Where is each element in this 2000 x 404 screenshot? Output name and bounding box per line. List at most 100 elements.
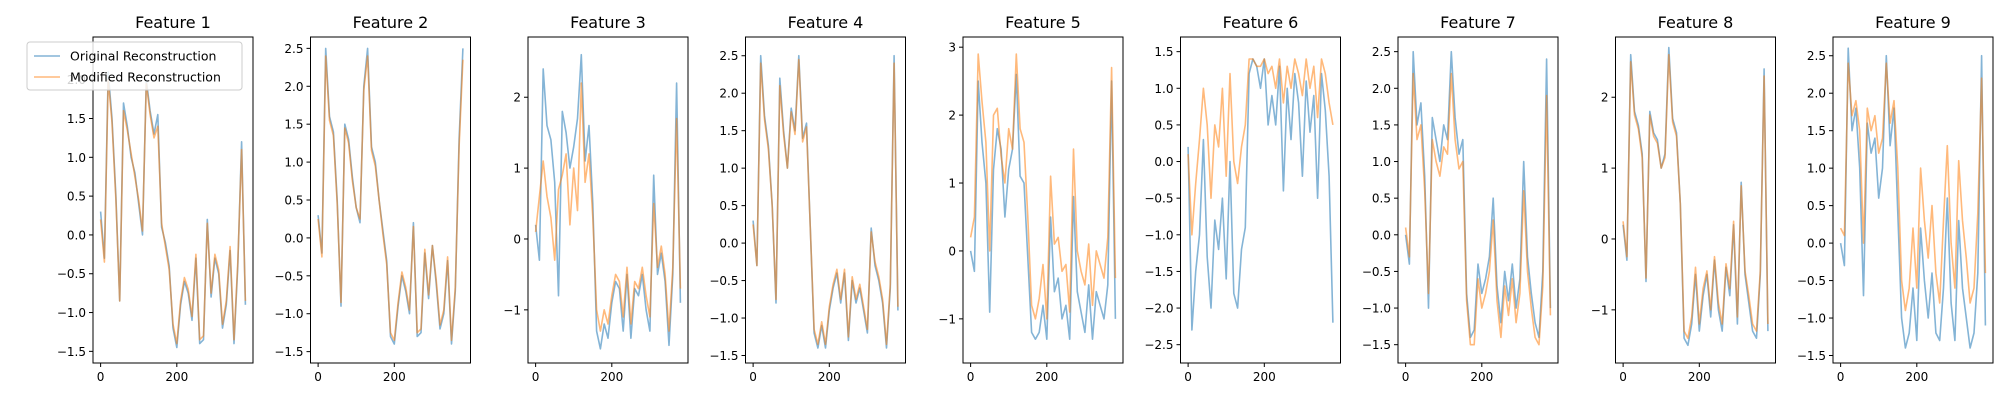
y-tick-label: 1.0 <box>67 151 86 165</box>
panel-8: Feature 8 0 200 −1 0 1 2 <box>1591 13 1776 384</box>
series-line-modified <box>317 55 464 342</box>
y-tick-label: 3 <box>948 41 956 55</box>
y-tick-label: 1.5 <box>1154 45 1173 59</box>
y-tick-label: 2 <box>513 91 521 105</box>
y-tick-label: −1.0 <box>709 312 738 326</box>
y-tick-label: 2.0 <box>719 87 738 101</box>
y-tick-label: 1.5 <box>1372 118 1391 132</box>
y-tick-label: −0.5 <box>57 267 86 281</box>
y-tick-label: 0 <box>513 232 521 246</box>
y-tick-label: 1.0 <box>1154 82 1173 96</box>
series-line-modified <box>1839 62 1987 312</box>
y-tick-label: 2.5 <box>1807 49 1826 63</box>
panel-3: Feature 3 0 200 −1 0 1 2 <box>503 13 689 384</box>
y-tick-label: 0.5 <box>1372 192 1391 206</box>
legend: Original Reconstruction Modified Reconstr… <box>26 41 243 91</box>
x-tick-label: 0 <box>314 370 322 384</box>
y-tick-label: 1 <box>1601 162 1609 176</box>
y-tick-label: 1.0 <box>1807 162 1826 176</box>
series-line-modified <box>534 82 682 332</box>
y-tick-label: −0.5 <box>709 274 738 288</box>
y-tick-label: 1.0 <box>284 156 303 170</box>
series-line-original <box>317 47 464 345</box>
y-tick-label: 0.0 <box>719 237 738 251</box>
x-tick-label: 200 <box>165 370 188 384</box>
series-line-original <box>752 54 899 349</box>
series-line-modified <box>1187 58 1334 236</box>
axes-frame <box>1615 36 1776 364</box>
panel-4: Feature 4 0 200 −1.5 −1.0 −0.5 0.0 0.5 1.0 1.5 2.0… <box>709 13 906 384</box>
y-tick-label: 0.5 <box>284 194 303 208</box>
panel-2: Feature 2 0 200 −1.5 −1.0 −0.5 0.0 0.5 1.0 1.5 2.0… <box>274 13 471 384</box>
y-tick-label: 2 <box>1601 91 1609 105</box>
y-tick-label: −0.5 <box>274 269 303 283</box>
y-tick-label: −1.0 <box>1144 228 1173 242</box>
y-tick-label: 1.0 <box>1372 155 1391 169</box>
x-tick-label: 0 <box>749 370 757 384</box>
y-tick-label: 1.5 <box>284 118 303 132</box>
x-tick-label: 200 <box>1470 370 1493 384</box>
y-tick-label: −1.5 <box>709 349 738 363</box>
y-tick-label: −1 <box>503 303 521 317</box>
y-tick-label: −1.5 <box>1144 265 1173 279</box>
panel-6: Feature 6 0 200 −2.5 −2.0 −1.5 −1.0 −0.5 0.0 0.5 1… <box>1144 13 1341 384</box>
x-tick-label: 0 <box>97 370 105 384</box>
axes-frame <box>1397 36 1559 364</box>
y-tick-label: −1.0 <box>57 306 86 320</box>
panel-title: Feature 6 <box>1223 13 1299 32</box>
y-tick-label: 2.5 <box>1372 45 1391 59</box>
x-tick-label: 200 <box>1253 370 1276 384</box>
axes-frame <box>1180 36 1341 364</box>
y-tick-label: −2.5 <box>1144 338 1173 352</box>
panel-title: Feature 5 <box>1005 13 1081 32</box>
x-tick-label: 0 <box>1184 370 1192 384</box>
y-tick-label: 0.0 <box>284 231 303 245</box>
y-tick-label: −1.0 <box>274 307 303 321</box>
y-tick-label: 0.5 <box>719 199 738 213</box>
series-line-modified <box>99 78 247 345</box>
y-tick-label: 1.0 <box>719 162 738 176</box>
x-tick-label: 0 <box>1837 370 1845 384</box>
panel-title: Feature 8 <box>1658 13 1734 32</box>
y-tick-label: 2.5 <box>284 42 303 56</box>
y-tick-label: −1.5 <box>1362 338 1391 352</box>
y-tick-label: 0.5 <box>1807 199 1826 213</box>
y-tick-label: 0.0 <box>1372 228 1391 242</box>
panel-title: Feature 2 <box>353 13 429 32</box>
y-tick-label: −1.0 <box>1797 312 1826 326</box>
axes-frame <box>310 36 471 364</box>
series-line-original <box>969 73 1117 341</box>
series-line-modified <box>1404 72 1552 346</box>
panel-title: Feature 1 <box>135 13 211 32</box>
axes-frame <box>92 36 254 364</box>
x-tick-label: 0 <box>967 370 975 384</box>
panel-9: Feature 9 0 200 −1.5 −1.0 −0.5 0.0 0.5 1.0 1.5 2.0… <box>1797 13 1994 384</box>
y-tick-label: 0.5 <box>1154 118 1173 132</box>
panel-title: Feature 9 <box>1875 13 1951 32</box>
y-tick-label: −1 <box>938 312 956 326</box>
y-tick-label: 0.0 <box>1807 237 1826 251</box>
x-tick-label: 200 <box>818 370 841 384</box>
x-tick-label: 200 <box>1688 370 1711 384</box>
y-tick-label: −0.5 <box>1144 192 1173 206</box>
y-tick-label: 2.0 <box>1372 82 1391 96</box>
series-line-modified <box>969 53 1117 320</box>
panel-5: Feature 5 0 200 −1 0 1 2 3 <box>938 13 1124 384</box>
y-tick-label: 2.0 <box>284 80 303 94</box>
legend-box <box>26 41 243 91</box>
series-line-modified <box>1622 53 1769 340</box>
y-tick-label: 2.0 <box>1807 87 1826 101</box>
x-tick-label: 0 <box>1402 370 1410 384</box>
y-tick-label: −1.5 <box>57 345 86 359</box>
y-tick-label: 0.0 <box>1154 155 1173 169</box>
y-tick-label: 2 <box>948 109 956 123</box>
panel-7: Feature 7 0 200 −1.5 −1.0 −0.5 0.0 0.5 1.0 1.5 2.0… <box>1362 13 1559 384</box>
y-tick-label: 1.5 <box>1807 124 1826 138</box>
x-tick-label: 200 <box>383 370 406 384</box>
y-tick-label: 0 <box>1601 232 1609 246</box>
legend-label: Original Reconstruction <box>70 49 216 64</box>
series-line-original <box>1187 58 1334 331</box>
series-line-modified <box>752 58 899 346</box>
series-line-original <box>1839 47 1987 349</box>
